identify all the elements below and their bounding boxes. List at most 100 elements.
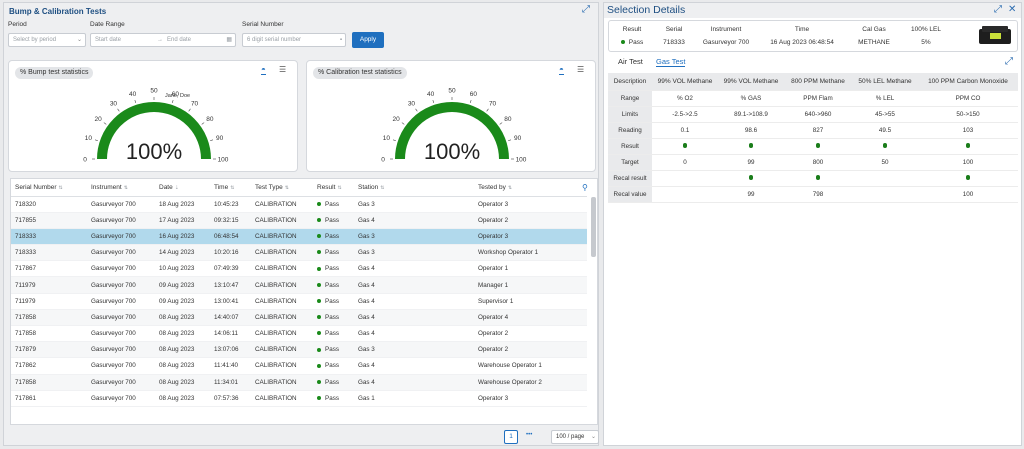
summary-value: Pass bbox=[611, 36, 653, 49]
table-cell: CALIBRATION bbox=[251, 357, 313, 375]
list-view-icon[interactable]: ☰ bbox=[279, 65, 287, 74]
sort-icon[interactable]: ⇅ bbox=[380, 184, 385, 191]
table-row[interactable]: 717879 Gasurveyor 700 08 Aug 2023 13:07:06 C… bbox=[11, 341, 587, 359]
cell-text: 07:57:36 bbox=[214, 394, 239, 402]
cell-text: Pass bbox=[325, 394, 339, 402]
gauge-view-icon[interactable]: ◓ bbox=[261, 65, 266, 75]
table-row[interactable]: 711979 Gasurveyor 700 09 Aug 2023 13:10:47 C… bbox=[11, 276, 587, 294]
table-cell: Gasurveyor 700 bbox=[87, 276, 155, 294]
column-header[interactable]: Result ⇅ bbox=[313, 179, 354, 197]
gas-row-label: Limits bbox=[608, 106, 652, 123]
cell-text: Gas 4 bbox=[358, 362, 375, 370]
cell-text: Pass bbox=[325, 249, 339, 257]
summary-value: 718333 bbox=[653, 36, 695, 49]
table-row[interactable]: 717861 Gasurveyor 700 08 Aug 2023 07:57:36 C… bbox=[11, 390, 587, 407]
cell-text: Pass bbox=[325, 313, 339, 321]
column-header[interactable]: Date ⇣ bbox=[155, 179, 210, 197]
cell-text: 717862 bbox=[15, 362, 37, 370]
cell-text: CALIBRATION bbox=[255, 313, 297, 321]
sort-icon[interactable]: ⇅ bbox=[58, 184, 63, 191]
table-row[interactable]: 717858 Gasurveyor 700 08 Aug 2023 11:34:01 C… bbox=[11, 374, 587, 391]
table-row[interactable]: 717862 Gasurveyor 700 08 Aug 2023 11:41:40 C… bbox=[11, 357, 587, 375]
table-cell: Gasurveyor 700 bbox=[87, 390, 155, 407]
grid-scrollbar[interactable] bbox=[591, 197, 596, 257]
cell-text: Gas 3 bbox=[358, 249, 375, 257]
page-button-current[interactable]: 1 bbox=[504, 430, 518, 444]
cell-text: Gasurveyor 700 bbox=[91, 330, 136, 338]
cell-text: Gasurveyor 700 bbox=[91, 378, 136, 386]
cell-text: 717858 bbox=[15, 330, 37, 338]
table-row[interactable]: 718333 Gasurveyor 700 14 Aug 2023 10:20:16 C… bbox=[11, 244, 587, 262]
column-header[interactable]: Station ⇅ bbox=[354, 179, 474, 197]
expand-icon[interactable]: ⤢ bbox=[994, 4, 1002, 15]
gauge-tick-mark bbox=[210, 139, 214, 142]
page-size-value: 100 / page bbox=[556, 434, 585, 440]
table-row[interactable]: 717858 Gasurveyor 700 08 Aug 2023 14:40:07 C… bbox=[11, 309, 587, 327]
table-row[interactable]: 718333 Gasurveyor 700 16 Aug 2023 06:48:54 C… bbox=[11, 228, 587, 246]
expand-icon[interactable]: ⤢ bbox=[582, 4, 590, 15]
apply-button[interactable]: Apply bbox=[352, 32, 384, 48]
gauge-tick-mark bbox=[188, 108, 191, 112]
column-header-label: Date bbox=[159, 183, 173, 191]
more-pages-button[interactable]: ••• bbox=[526, 432, 533, 438]
cell-text: 717879 bbox=[15, 346, 37, 354]
serial-input[interactable]: 6 digit serial number ▪ bbox=[242, 33, 346, 47]
gauge-tick-label: 40 bbox=[129, 91, 137, 98]
column-header[interactable]: Serial Number ⇅ bbox=[11, 179, 87, 197]
column-settings-icon[interactable]: ⚲ bbox=[582, 183, 588, 192]
column-header[interactable]: Tested by ⇅ bbox=[474, 179, 587, 197]
expand-icon[interactable]: ⤢ bbox=[1005, 56, 1013, 67]
close-icon[interactable]: ✕ bbox=[1008, 4, 1017, 15]
table-cell: CALIBRATION bbox=[251, 374, 313, 391]
table-cell: 18 Aug 2023 bbox=[155, 196, 210, 213]
gas-cell: 100 bbox=[918, 154, 1018, 171]
chevron-down-icon: ⌄ bbox=[76, 37, 82, 43]
sort-icon[interactable]: ⇅ bbox=[230, 184, 235, 191]
column-header[interactable]: Test Type ⇅ bbox=[251, 179, 313, 197]
table-row[interactable]: 717858 Gasurveyor 700 08 Aug 2023 14:06:11 C… bbox=[11, 325, 587, 343]
list-view-icon[interactable]: ☰ bbox=[577, 65, 585, 74]
summary-header: Serial bbox=[665, 26, 683, 33]
gas-cell: PPM CO bbox=[918, 90, 1018, 107]
summary-value-text: METHANE bbox=[858, 39, 890, 46]
tab-air-test[interactable]: Air Test bbox=[618, 57, 643, 66]
clear-icon[interactable]: ▪ bbox=[339, 37, 342, 43]
cell-text: 08 Aug 2023 bbox=[159, 362, 195, 370]
cell-text: CALIBRATION bbox=[255, 330, 297, 338]
table-cell: 09:32:15 bbox=[210, 212, 251, 229]
gauge-tick-mark bbox=[392, 139, 396, 142]
table-row[interactable]: 717855 Gasurveyor 700 17 Aug 2023 09:32:15 C… bbox=[11, 212, 587, 229]
table-row[interactable]: 718320 Gasurveyor 700 18 Aug 2023 10:45:23 C… bbox=[11, 196, 587, 213]
end-date-input[interactable]: End date bbox=[167, 37, 192, 43]
gas-cell bbox=[918, 138, 1018, 155]
cell-text: Pass bbox=[325, 362, 339, 370]
page-size-select[interactable]: 100 / page ⌄ bbox=[551, 430, 599, 444]
sort-icon[interactable]: ⇅ bbox=[123, 184, 128, 191]
sort-icon[interactable]: ⇅ bbox=[284, 184, 289, 191]
sort-icon[interactable]: ⇣ bbox=[174, 184, 179, 191]
sort-icon[interactable]: ⇅ bbox=[337, 184, 342, 191]
cell-text: 14:40:07 bbox=[214, 313, 239, 321]
gauge-view-icon[interactable]: ◓ bbox=[559, 65, 564, 75]
table-cell: 13:10:47 bbox=[210, 276, 251, 294]
status-dot-icon bbox=[620, 40, 625, 45]
table-cell: 717858 bbox=[11, 325, 87, 343]
column-header[interactable]: Time ⇅ bbox=[210, 179, 251, 197]
gas-cell: % LEL bbox=[852, 90, 918, 107]
table-cell: 08 Aug 2023 bbox=[155, 309, 210, 327]
gauge-arc bbox=[97, 102, 211, 160]
cell-text: 10 Aug 2023 bbox=[159, 265, 195, 273]
sort-icon[interactable]: ⇅ bbox=[507, 184, 513, 191]
date-range-picker[interactable]: Start date → End date ▦ bbox=[90, 33, 236, 47]
column-header[interactable]: Instrument ⇅ bbox=[87, 179, 155, 197]
table-row[interactable]: 711979 Gasurveyor 700 09 Aug 2023 13:00:41 C… bbox=[11, 293, 587, 310]
cell-text: CALIBRATION bbox=[255, 281, 297, 289]
table-row[interactable]: 717867 Gasurveyor 700 10 Aug 2023 07:49:39 C… bbox=[11, 260, 587, 278]
tab-gas-test[interactable]: Gas Test bbox=[656, 57, 686, 67]
table-cell: Pass bbox=[313, 357, 354, 375]
period-select[interactable]: Select by period ⌄ bbox=[8, 33, 86, 47]
table-cell: CALIBRATION bbox=[251, 309, 313, 327]
start-date-input[interactable]: Start date bbox=[95, 37, 122, 43]
calendar-icon[interactable]: ▦ bbox=[226, 37, 232, 43]
table-cell: 11:41:40 bbox=[210, 357, 251, 375]
